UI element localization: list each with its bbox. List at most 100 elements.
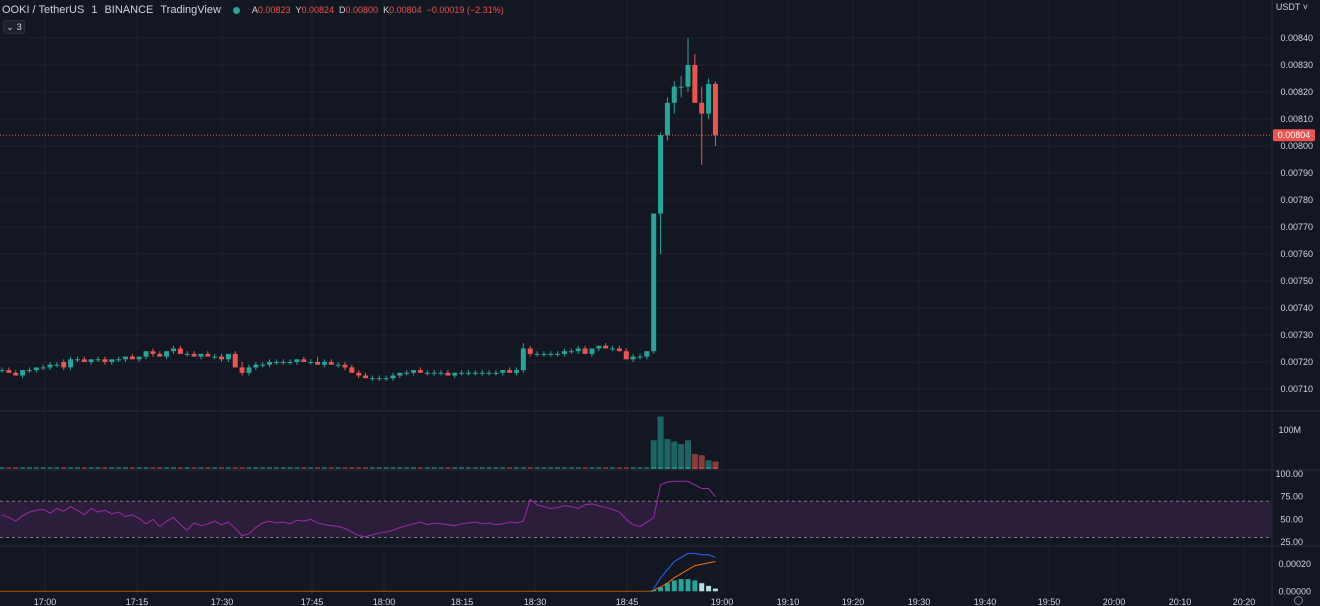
volume-bar bbox=[335, 467, 341, 469]
candle bbox=[486, 372, 492, 374]
volume-bar bbox=[342, 467, 348, 469]
candle bbox=[452, 372, 458, 376]
macd-histogram-bar bbox=[712, 588, 718, 592]
y-tick-label: 0.00720 bbox=[1280, 357, 1313, 367]
y-tick-label: 0.00000 bbox=[1278, 586, 1311, 596]
x-tick-label: 20:00 bbox=[1103, 597, 1126, 606]
y-tick-label: 0.00740 bbox=[1280, 303, 1313, 313]
volume-bar bbox=[500, 467, 506, 469]
y-tick-label: 0.00840 bbox=[1280, 33, 1313, 43]
candle bbox=[198, 353, 204, 357]
volume-bar bbox=[40, 467, 46, 469]
volume-bar bbox=[177, 467, 183, 469]
candle bbox=[562, 351, 568, 354]
candle bbox=[0, 370, 5, 372]
volume-bar bbox=[143, 467, 149, 469]
volume-bar bbox=[555, 467, 561, 469]
volume-bar bbox=[328, 467, 334, 469]
candle bbox=[582, 348, 588, 354]
volume-bar bbox=[616, 467, 622, 469]
chevron-down-icon: ˅ bbox=[1302, 2, 1308, 12]
x-tick-label: 20:10 bbox=[1169, 597, 1192, 606]
y-tick-label: 100.00 bbox=[1275, 469, 1303, 479]
volume-bar bbox=[507, 467, 513, 469]
y-tick-label: 0.00810 bbox=[1280, 114, 1313, 124]
volume-bar bbox=[109, 467, 115, 469]
volume-bar bbox=[164, 467, 170, 469]
volume-bar bbox=[596, 467, 602, 469]
candle bbox=[397, 372, 403, 376]
candle bbox=[459, 372, 465, 374]
volume-bar bbox=[20, 467, 26, 469]
collapse-indicators-button[interactable]: ⌄ 3 bbox=[3, 20, 25, 34]
volume-bar bbox=[61, 467, 67, 469]
volume-bar bbox=[623, 467, 629, 469]
candle bbox=[527, 348, 533, 354]
volume-bar bbox=[308, 467, 314, 469]
volume-bar bbox=[184, 467, 190, 469]
volume-bar bbox=[6, 467, 12, 469]
candle bbox=[253, 364, 259, 368]
y-tick-label: 25.00 bbox=[1280, 537, 1303, 547]
volume-bar bbox=[122, 467, 128, 469]
volume-bar bbox=[610, 467, 616, 469]
volume-bar bbox=[712, 461, 719, 469]
candle bbox=[431, 372, 437, 374]
volume-bar bbox=[541, 467, 547, 469]
macd-histogram-bar bbox=[651, 589, 657, 592]
candle bbox=[445, 372, 451, 376]
candle bbox=[280, 362, 286, 363]
x-tick-label: 19:10 bbox=[777, 597, 800, 606]
macd-histogram-bar bbox=[699, 583, 705, 592]
candle bbox=[651, 213, 657, 352]
volume-bar bbox=[129, 467, 135, 469]
volume-bar bbox=[603, 467, 609, 469]
settings-icon[interactable] bbox=[1294, 596, 1303, 605]
currency-label: USDT bbox=[1275, 2, 1301, 12]
volume-bar bbox=[691, 454, 698, 469]
symbol-title[interactable]: OOKI / TetherUS bbox=[2, 4, 85, 16]
candle bbox=[225, 353, 231, 360]
candle bbox=[129, 356, 135, 360]
candle bbox=[383, 378, 389, 380]
candle bbox=[308, 362, 314, 363]
volume-bar bbox=[369, 467, 375, 469]
chevron-down-icon: ⌄ bbox=[6, 21, 14, 32]
volume-bar bbox=[287, 467, 293, 469]
exchange-label: BINANCE bbox=[104, 4, 154, 16]
y-tick-label: 0.00020 bbox=[1278, 559, 1311, 569]
volume-bar bbox=[253, 467, 259, 469]
candle bbox=[404, 372, 410, 374]
volume-bar bbox=[212, 467, 218, 469]
volume-bar bbox=[102, 467, 108, 469]
y-tick-label: 0.00750 bbox=[1280, 276, 1313, 286]
volume-bar bbox=[294, 467, 300, 469]
candle bbox=[548, 353, 554, 355]
y-tick-label: 0.00760 bbox=[1280, 249, 1313, 259]
volume-bar bbox=[301, 467, 307, 469]
interval-label[interactable]: 1 bbox=[91, 4, 98, 16]
candle bbox=[177, 348, 183, 354]
candle bbox=[589, 348, 595, 354]
candle bbox=[596, 345, 602, 349]
volume-bar bbox=[273, 467, 279, 469]
candle bbox=[260, 364, 266, 366]
ohlc-item-low: D0.00800 bbox=[339, 5, 379, 15]
candle bbox=[507, 370, 513, 373]
volume-bar bbox=[321, 467, 327, 469]
currency-selector[interactable]: USDT ˅ bbox=[1276, 2, 1308, 12]
macd-histogram-bar bbox=[692, 580, 698, 592]
y-tick-label: 0.00770 bbox=[1280, 222, 1313, 232]
ohlc-item-open: A0.00823 bbox=[251, 5, 291, 15]
candle bbox=[342, 364, 348, 368]
candle bbox=[40, 367, 46, 369]
macd-histogram-bar bbox=[671, 580, 677, 592]
candle bbox=[664, 102, 670, 136]
volume-bar bbox=[568, 467, 574, 469]
volume-bar bbox=[376, 467, 382, 469]
volume-bar bbox=[417, 467, 423, 469]
candle bbox=[534, 353, 540, 355]
candle bbox=[122, 356, 128, 360]
candle bbox=[623, 351, 629, 360]
